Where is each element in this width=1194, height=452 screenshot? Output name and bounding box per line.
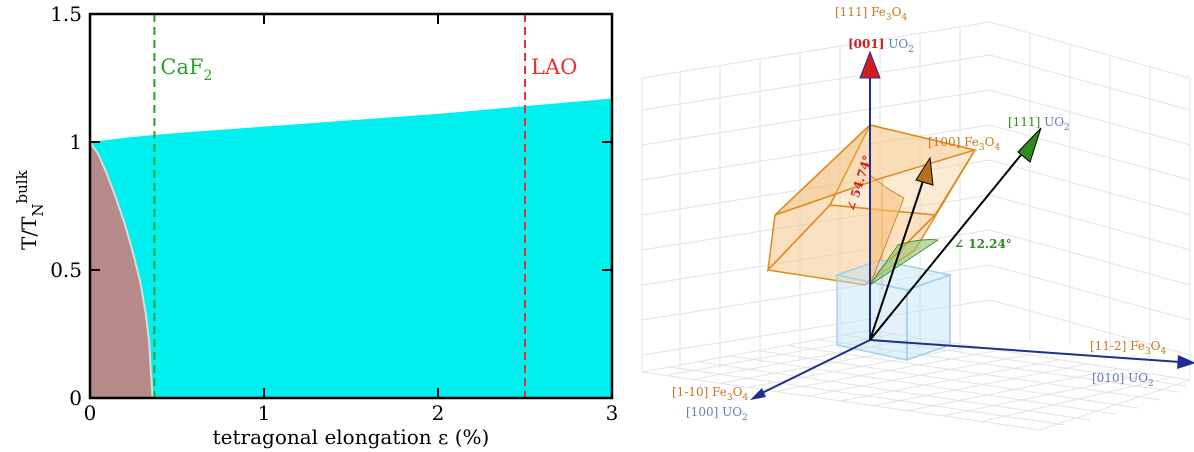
cyan-region — [90, 98, 612, 398]
vline-label-0: CaF2 — [160, 55, 212, 84]
label-right-uo2: [010] UO2 — [1092, 371, 1154, 389]
label-green-uo2: [111] UO2 — [1008, 115, 1070, 133]
label-top-fe3o4: [111] Fe3O4 — [835, 5, 907, 23]
y-tick-label: 1 — [69, 130, 82, 154]
uo2-cube — [834, 259, 953, 362]
x-tick-label: 1 — [258, 401, 271, 425]
x-axis-title: tetragonal elongation ε (%) — [213, 425, 490, 449]
x-tick-label: 2 — [432, 401, 445, 425]
label-brown-fe3o4: [100] Fe3O4 — [928, 135, 1000, 153]
angle-wedges — [869, 174, 940, 286]
label-right-fe3o4: [11-2] Fe3O4 — [1090, 339, 1167, 357]
label-left-fe3o4: [1-10] Fe3O4 — [672, 385, 749, 403]
phase-diagram-chart: CaF2 LAO 0 1 2 3 0 0.5 1 1.5 tetragonal elongation… — [13, 2, 618, 449]
x-tick-label: 0 — [84, 401, 97, 425]
phase-boundary-line — [89, 141, 154, 399]
vline-label-1: LAO — [531, 55, 577, 79]
y-axis-title: T/TNbulk — [13, 169, 47, 250]
fe3o4-cube — [766, 124, 978, 290]
label-top-uo2: [001] UO2 — [848, 37, 914, 55]
plot-area: CaF2 LAO 0 1 2 3 0 0.5 1 1.5 tetragonal elongation… — [13, 2, 618, 449]
vectors — [750, 50, 1194, 400]
plot-frame — [88, 12, 614, 400]
angle-label-12: ∠ 12.24° — [954, 237, 1012, 251]
label-left-uo2: [100] UO2 — [686, 405, 748, 423]
y-tick-label: 0 — [69, 386, 82, 410]
brown-region — [90, 142, 153, 398]
x-tick-label: 3 — [606, 401, 619, 425]
grid-box — [641, 21, 1191, 431]
y-tick-label: 0.5 — [50, 258, 82, 282]
y-tick-label: 1.5 — [50, 2, 82, 26]
crystal-orientation-diagram: [111] Fe3O4 [001] UO2 [111] UO2 [100] Fe… — [641, 5, 1194, 431]
